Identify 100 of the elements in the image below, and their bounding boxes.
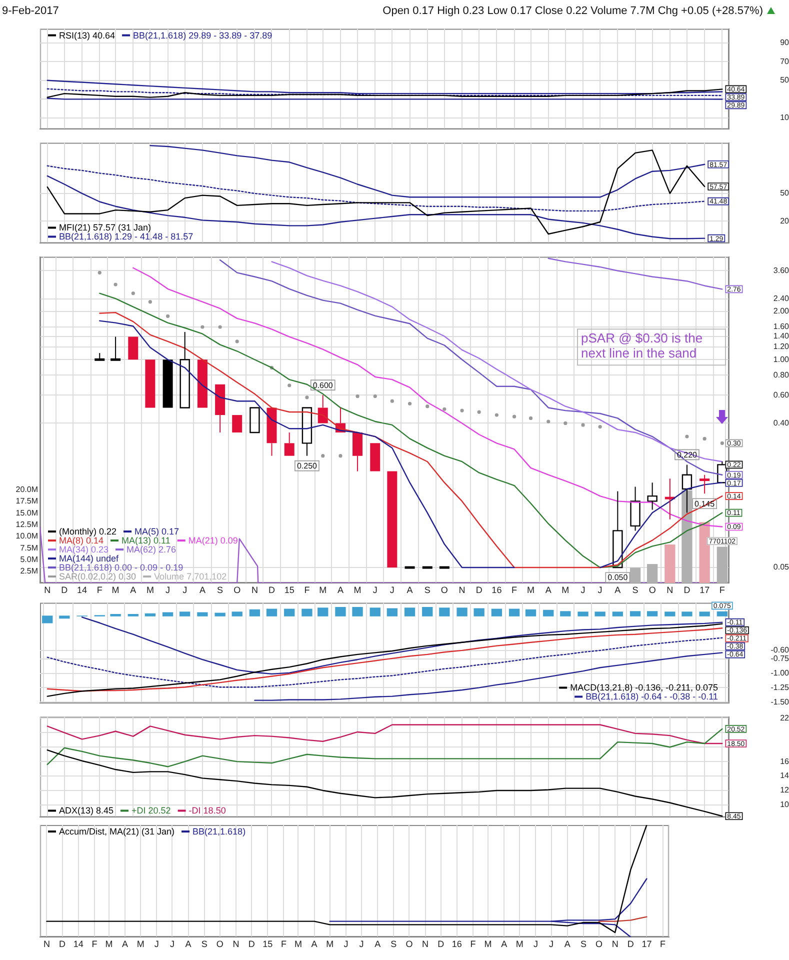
- legend-label: MA(8) 0.14: [59, 535, 104, 546]
- x-tick-label: A: [122, 938, 128, 949]
- x-tick-label: 16: [492, 584, 502, 595]
- x-tick-label: J: [580, 584, 586, 595]
- x-tick-label: J: [598, 584, 602, 595]
- y2-tick-label: 7.5M: [20, 543, 38, 552]
- y2-tick-label: 5.0M: [20, 554, 38, 564]
- y-tick-label: 0.60: [773, 390, 789, 400]
- x-tick-label: M: [326, 938, 334, 949]
- y-tick-label: 50: [780, 188, 789, 198]
- x-tick-label: J: [166, 584, 170, 595]
- legend-label: Accum/Dist, MA(21) (31 Jan): [59, 826, 175, 836]
- x-tick-label: F: [660, 938, 666, 949]
- x-tick-label: O: [406, 938, 413, 949]
- legend-label: MA(144) undef: [59, 553, 120, 564]
- x-tick-label: J: [344, 938, 348, 949]
- y-tick-label: 3.60: [773, 266, 789, 275]
- legend-label: BB(21,1.618) 1.29 - 41.48 - 81.57: [59, 232, 194, 242]
- x-tick-label: A: [374, 938, 381, 949]
- y-tick-label: 0.40: [773, 418, 789, 428]
- y2-tick-label: 17.5M: [16, 496, 38, 506]
- x-tick-label: O: [216, 938, 224, 949]
- x-tick-label: D: [627, 938, 634, 949]
- y-tick-label: 0.80: [773, 370, 789, 380]
- x-tick-label: M: [527, 584, 535, 595]
- y-tick-label: 1.40: [773, 331, 789, 340]
- legend-label: ADX(13) 8.45: [59, 806, 114, 816]
- x-tick-label: M: [146, 584, 154, 595]
- x-tick-label: M: [354, 584, 362, 595]
- x-tick-label: M: [112, 584, 120, 595]
- x-tick-label: 15: [284, 584, 294, 595]
- x-tick-label: S: [580, 938, 586, 949]
- y-tick-label: 1.00: [773, 354, 789, 364]
- x-tick-label: M: [484, 938, 492, 949]
- x-tick-label: A: [311, 938, 318, 949]
- x-tick-label: A: [406, 584, 413, 595]
- legend-label: BB(21,1.618): [192, 826, 246, 836]
- x-tick-label: 16: [452, 938, 462, 949]
- x-tick-label: F: [470, 938, 476, 949]
- x-tick-label: F: [719, 584, 726, 595]
- y-tick-label: 22: [780, 713, 789, 722]
- legend-label: MA(21) 0.09: [188, 535, 238, 546]
- x-tick-label: A: [199, 584, 206, 595]
- legend-label: (Monthly) 0.22: [59, 526, 117, 536]
- y2-tick-label: 12.5M: [16, 520, 38, 529]
- legend-label: MA(13) 0.11: [122, 535, 170, 546]
- x-tick-label: 17: [642, 938, 652, 949]
- x-tick-label: F: [96, 584, 103, 595]
- x-tick-label: J: [359, 938, 364, 949]
- x-tick-label: N: [232, 938, 240, 949]
- x-tick-label: O: [648, 584, 656, 595]
- x-tick-label: N: [44, 584, 51, 595]
- y-tick-label: -1.50: [770, 697, 789, 706]
- y-tick-label: 0.05: [773, 562, 789, 572]
- y2-tick-label: 10.0M: [16, 532, 38, 541]
- x-tick-label: A: [564, 938, 570, 949]
- y-tick-label: -0.75: [770, 654, 789, 664]
- x-tick-label: M: [562, 584, 570, 595]
- x-tick-label: D: [268, 584, 276, 595]
- legend-label: MFI(21) 57.57 (31 Jan): [59, 222, 152, 233]
- y-tick-label: 50: [780, 76, 789, 85]
- legend-label: MACD(13,21,8) -0.136, -0.211, 0.075: [570, 682, 718, 693]
- y2-tick-label: 15.0M: [16, 508, 38, 518]
- y2-tick-label: 2.5M: [20, 566, 38, 576]
- x-tick-label: F: [512, 584, 518, 595]
- x-tick-label: D: [248, 938, 256, 949]
- x-tick-label: N: [43, 938, 50, 949]
- x-tick-label: S: [201, 938, 208, 949]
- x-tick-label: O: [595, 938, 603, 949]
- x-tick-label: J: [390, 584, 394, 595]
- legend-label: +DI 20.52: [132, 806, 171, 816]
- x-tick-label: A: [501, 938, 508, 949]
- x-tick-label: S: [390, 938, 397, 949]
- x-tick-label: M: [516, 938, 524, 949]
- x-tick-label: J: [549, 938, 554, 949]
- x-tick-label: 14: [73, 938, 84, 949]
- y-tick-label: 70: [780, 56, 789, 66]
- x-tick-label: 17: [700, 584, 710, 595]
- y2-tick-label: 20.0M: [16, 485, 38, 494]
- x-tick-label: J: [372, 584, 378, 595]
- y-tick-label: 16: [780, 756, 789, 766]
- x-tick-label: D: [59, 938, 66, 949]
- y-tick-label: -1.00: [770, 668, 789, 678]
- legend-label: MA(62) 2.76: [126, 544, 176, 554]
- legend-label: Volume 7,701,102: [154, 571, 227, 582]
- annotation: 0.050: [608, 573, 628, 582]
- x-tick-label: J: [533, 938, 538, 949]
- legend-label: MA(34) 0.23: [59, 544, 109, 554]
- y-tick-label: 2.40: [773, 294, 789, 304]
- x-tick-label: N: [422, 938, 429, 949]
- x-tick-label: A: [545, 584, 552, 595]
- y-tick-label: 1.20: [773, 342, 789, 352]
- x-tick-label: F: [280, 938, 287, 949]
- y-tick-label: 1.60: [773, 322, 789, 332]
- x-tick-label: D: [438, 938, 445, 949]
- legend-label: SAR(0.02,0.2) 0.30: [59, 571, 136, 582]
- x-tick-label: F: [304, 584, 310, 595]
- y-tick-label: -0.60: [770, 646, 789, 655]
- x-tick-label: M: [294, 938, 302, 949]
- x-tick-label: S: [424, 584, 430, 595]
